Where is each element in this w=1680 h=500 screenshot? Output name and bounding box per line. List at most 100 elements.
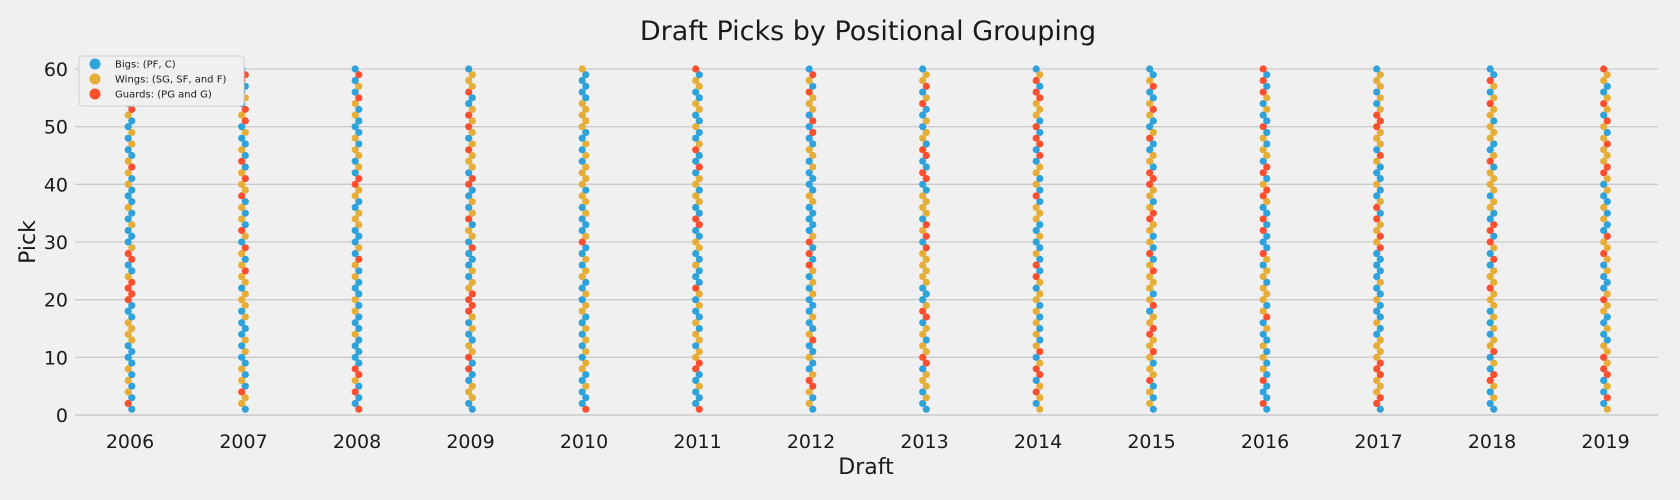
point-wings	[465, 284, 473, 292]
point-bigs	[241, 198, 249, 206]
point-bigs	[1600, 273, 1608, 281]
point-bigs	[1259, 111, 1267, 119]
point-wings	[692, 180, 700, 188]
point-bigs	[582, 394, 590, 402]
point-bigs	[1373, 100, 1381, 108]
point-wings	[1373, 76, 1381, 85]
point-guards	[692, 215, 700, 223]
point-wings	[1490, 278, 1498, 286]
point-guards	[692, 146, 700, 154]
point-wings	[1032, 307, 1040, 315]
point-wings	[351, 215, 359, 223]
point-wings	[351, 376, 359, 384]
point-wings	[1146, 203, 1154, 211]
point-bigs	[468, 221, 476, 229]
point-bigs	[1600, 180, 1608, 188]
point-wings	[582, 140, 590, 148]
point-guards	[1146, 134, 1154, 142]
point-wings	[922, 117, 930, 125]
legend: Bigs: (PF, C) Wings: (SG, SF, and F) Guard…	[78, 55, 245, 107]
point-bigs	[238, 284, 246, 292]
point-guards	[1373, 111, 1381, 119]
point-bigs	[128, 198, 136, 206]
point-guards	[809, 336, 817, 344]
point-wings	[692, 192, 700, 200]
point-bigs	[355, 198, 363, 206]
point-guards	[1146, 180, 1154, 188]
point-wings	[1036, 394, 1044, 402]
point-bigs	[582, 244, 590, 252]
point-bigs	[351, 399, 359, 408]
point-bigs	[238, 123, 246, 131]
point-wings	[124, 180, 132, 188]
point-bigs	[1259, 319, 1267, 327]
point-wings	[809, 232, 817, 240]
point-wings	[351, 273, 359, 281]
point-wings	[1376, 198, 1384, 206]
y-tick-labels: 0 10 20 30 40 50 60	[44, 59, 68, 427]
point-wings	[1600, 238, 1608, 246]
point-bigs	[692, 203, 700, 211]
point-wings	[578, 65, 586, 73]
point-wings	[692, 319, 700, 327]
point-wings	[922, 371, 930, 379]
point-guards	[1032, 365, 1040, 373]
point-bigs	[238, 342, 246, 350]
point-bigs	[1032, 65, 1040, 73]
point-bigs	[809, 405, 817, 413]
point-guards	[1486, 157, 1494, 165]
point-bigs	[465, 203, 473, 211]
point-bigs	[351, 238, 359, 246]
point-bigs	[578, 376, 586, 384]
point-bigs	[805, 123, 813, 131]
point-bigs	[919, 284, 927, 292]
x-tick-label: 2008	[333, 431, 381, 453]
point-bigs	[695, 324, 703, 333]
point-wings	[351, 307, 359, 315]
point-bigs	[1036, 117, 1044, 125]
point-bigs	[582, 128, 590, 137]
point-bigs	[809, 244, 817, 252]
point-bigs	[1376, 405, 1384, 413]
point-bigs	[124, 307, 132, 315]
x-tick-labels: 2006 2007 2008 2009 2010 2011 2012 2013 2014 2015…	[106, 431, 1630, 453]
point-bigs	[465, 273, 473, 281]
point-wings	[1486, 342, 1494, 350]
point-wings	[922, 128, 930, 137]
point-bigs	[465, 238, 473, 246]
point-wings	[351, 100, 359, 108]
point-bigs	[1032, 376, 1040, 384]
point-guards	[695, 221, 703, 229]
point-guards	[1376, 394, 1384, 402]
point-wings	[1146, 284, 1154, 292]
point-wings	[241, 313, 249, 321]
point-bigs	[919, 319, 927, 327]
point-wings	[1036, 105, 1044, 113]
point-wings	[1376, 105, 1384, 113]
point-guards	[1036, 151, 1044, 160]
point-wings	[1259, 284, 1267, 292]
point-wings	[1600, 307, 1608, 315]
point-wings	[238, 169, 246, 177]
point-guards	[1259, 226, 1267, 235]
point-bigs	[578, 134, 586, 142]
point-wings	[1373, 157, 1381, 165]
point-wings	[809, 105, 817, 113]
point-wings	[1486, 180, 1494, 188]
chart-title: Draft Picks by Positional Grouping	[640, 16, 1096, 47]
point-bigs	[1149, 198, 1157, 206]
point-wings	[919, 192, 927, 200]
point-bigs	[1600, 226, 1608, 235]
point-wings	[1036, 209, 1044, 217]
point-bigs	[919, 365, 927, 373]
point-bigs	[465, 65, 473, 73]
point-bigs	[809, 255, 817, 263]
point-wings	[582, 301, 590, 310]
point-bigs	[695, 94, 703, 102]
point-guards	[1263, 313, 1271, 321]
point-wings	[809, 267, 817, 275]
point-bigs	[1263, 221, 1271, 229]
point-bigs	[692, 134, 700, 142]
point-guards	[1603, 394, 1611, 402]
point-wings	[922, 267, 930, 275]
